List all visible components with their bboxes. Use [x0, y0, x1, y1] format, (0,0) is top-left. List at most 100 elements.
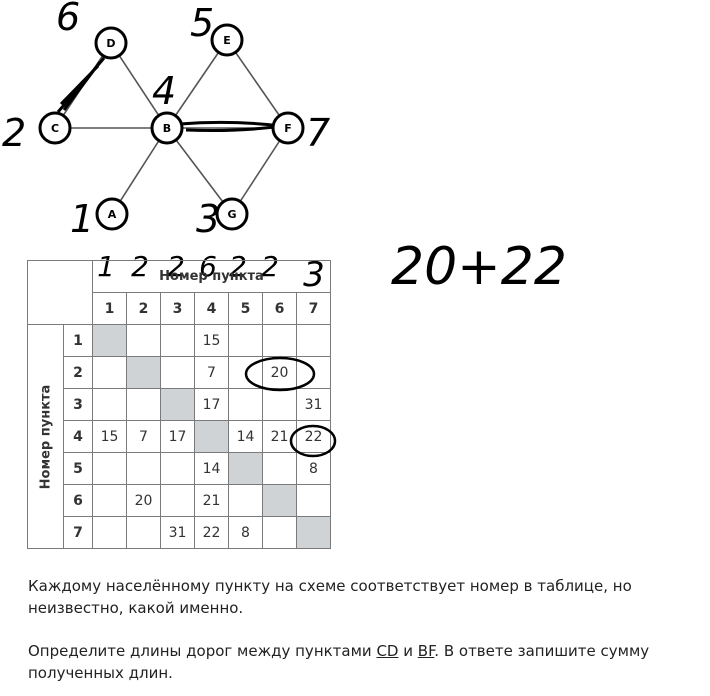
table-row: 3 17 31	[28, 388, 331, 421]
hw-sum-text: 20+22	[391, 237, 567, 297]
edge-GF	[231, 127, 289, 215]
table-cell: 7	[194, 356, 229, 389]
edge-BA	[111, 127, 168, 215]
hw-node-number: 7	[306, 111, 330, 155]
table-cell	[92, 516, 127, 549]
table-cell: 7	[126, 420, 161, 453]
table-cell: 8	[296, 452, 331, 485]
column-number: 6	[262, 292, 297, 325]
hw-node-number: 3	[196, 197, 220, 240]
hw-node-number: 6	[56, 0, 80, 39]
table-corner	[27, 260, 93, 325]
task-paragraph-2: Определите длины дорог между пунктами CD…	[28, 640, 698, 684]
table-cell: 15	[194, 324, 229, 357]
node-label: E	[223, 34, 231, 47]
row-number: 4	[63, 420, 93, 453]
column-number: 3	[160, 292, 195, 325]
table-cell: 8	[228, 516, 263, 549]
hw-node-number: 5	[190, 1, 214, 45]
table-cell	[262, 484, 297, 517]
column-number: 5	[228, 292, 263, 325]
row-number: 6	[63, 484, 93, 517]
table-cell	[194, 420, 229, 453]
table-cell	[296, 356, 331, 389]
table-cell: 22	[194, 516, 229, 549]
task-text: и	[398, 642, 418, 660]
node-G: G	[215, 197, 249, 231]
row-number: 3	[63, 388, 93, 421]
task-text: . В ответе запишите сумму полученных дли…	[28, 642, 650, 682]
table-cell: 31	[160, 516, 195, 549]
hw-sum: 20+22	[391, 237, 567, 297]
table-row: 4 15 7 17 14 21 22	[28, 420, 331, 453]
table-cell	[126, 452, 161, 485]
table-cell	[228, 356, 263, 389]
node-label: C	[51, 122, 59, 135]
column-number: 2	[126, 292, 161, 325]
table-cell	[262, 516, 297, 549]
node-D: D	[94, 26, 128, 60]
table-cell	[126, 324, 161, 357]
row-header-title: Номер пункта	[27, 324, 64, 549]
edge-BE	[166, 39, 228, 129]
row-number: 5	[63, 452, 93, 485]
table-row: 2 7 20	[28, 356, 331, 389]
table-cell	[92, 356, 127, 389]
table-cell	[228, 452, 263, 485]
column-number: 7	[296, 292, 331, 325]
table-cell	[92, 324, 127, 357]
row-number: 1	[63, 324, 93, 357]
node-F: F	[271, 111, 305, 145]
table-cell: 21	[262, 420, 297, 453]
node-label: A	[108, 208, 117, 221]
table-cell	[160, 452, 195, 485]
hw-node-number: 4	[152, 69, 176, 113]
table-row: 7 31 22 8	[28, 516, 331, 549]
table-cell	[92, 452, 127, 485]
distance-table: Номер пункта 1 2 3 4 5 6 7 Номер пункта 1 15 2 7 20 3 1…	[27, 260, 331, 549]
row-number: 7	[63, 516, 93, 549]
table-cell	[126, 356, 161, 389]
table-cell: 20	[126, 484, 161, 517]
table-cell	[262, 452, 297, 485]
table-cell	[262, 324, 297, 357]
table-cell: 31	[296, 388, 331, 421]
hw-node-number: 2	[2, 111, 26, 155]
table-cell	[228, 388, 263, 421]
table-cell: 14	[194, 452, 229, 485]
hw-bf-mark	[179, 120, 283, 132]
task-paragraph-1: Каждому населённому пункту на схеме соот…	[28, 577, 632, 617]
road-graph: D E C B F A G 6 5 2 4 7 1 3	[2, 0, 330, 240]
task-text: Определите длины дорог между пунктами	[28, 642, 377, 660]
node-E: E	[210, 23, 244, 57]
table-cell	[296, 516, 331, 549]
table-cell: 15	[92, 420, 127, 453]
edge-DB	[110, 42, 168, 129]
table-cell: 22	[296, 420, 331, 453]
node-label: D	[106, 37, 115, 50]
table-cell	[92, 484, 127, 517]
node-B: B	[150, 111, 184, 145]
road-bf: BF	[417, 642, 435, 660]
table-row: 6 20 21	[28, 484, 331, 517]
edge-BG	[166, 127, 233, 215]
hw-cd-mark	[56, 57, 106, 113]
node-label: F	[284, 122, 292, 135]
table-row: 5 14 8	[28, 452, 331, 485]
column-header-title: Номер пункта	[92, 260, 331, 293]
row-header-text: Номер пункта	[38, 384, 53, 489]
table-cell	[126, 388, 161, 421]
table-cell	[262, 388, 297, 421]
table-cell	[160, 484, 195, 517]
table-cell: 17	[160, 420, 195, 453]
column-number: 4	[194, 292, 229, 325]
hw-node-number: 1	[70, 197, 94, 240]
row-number: 2	[63, 356, 93, 389]
node-A: A	[95, 197, 129, 231]
table-cell: 17	[194, 388, 229, 421]
table-cell	[160, 356, 195, 389]
road-cd: CD	[376, 642, 399, 660]
table-cell	[228, 324, 263, 357]
table-cell	[228, 484, 263, 517]
table-cell	[92, 388, 127, 421]
